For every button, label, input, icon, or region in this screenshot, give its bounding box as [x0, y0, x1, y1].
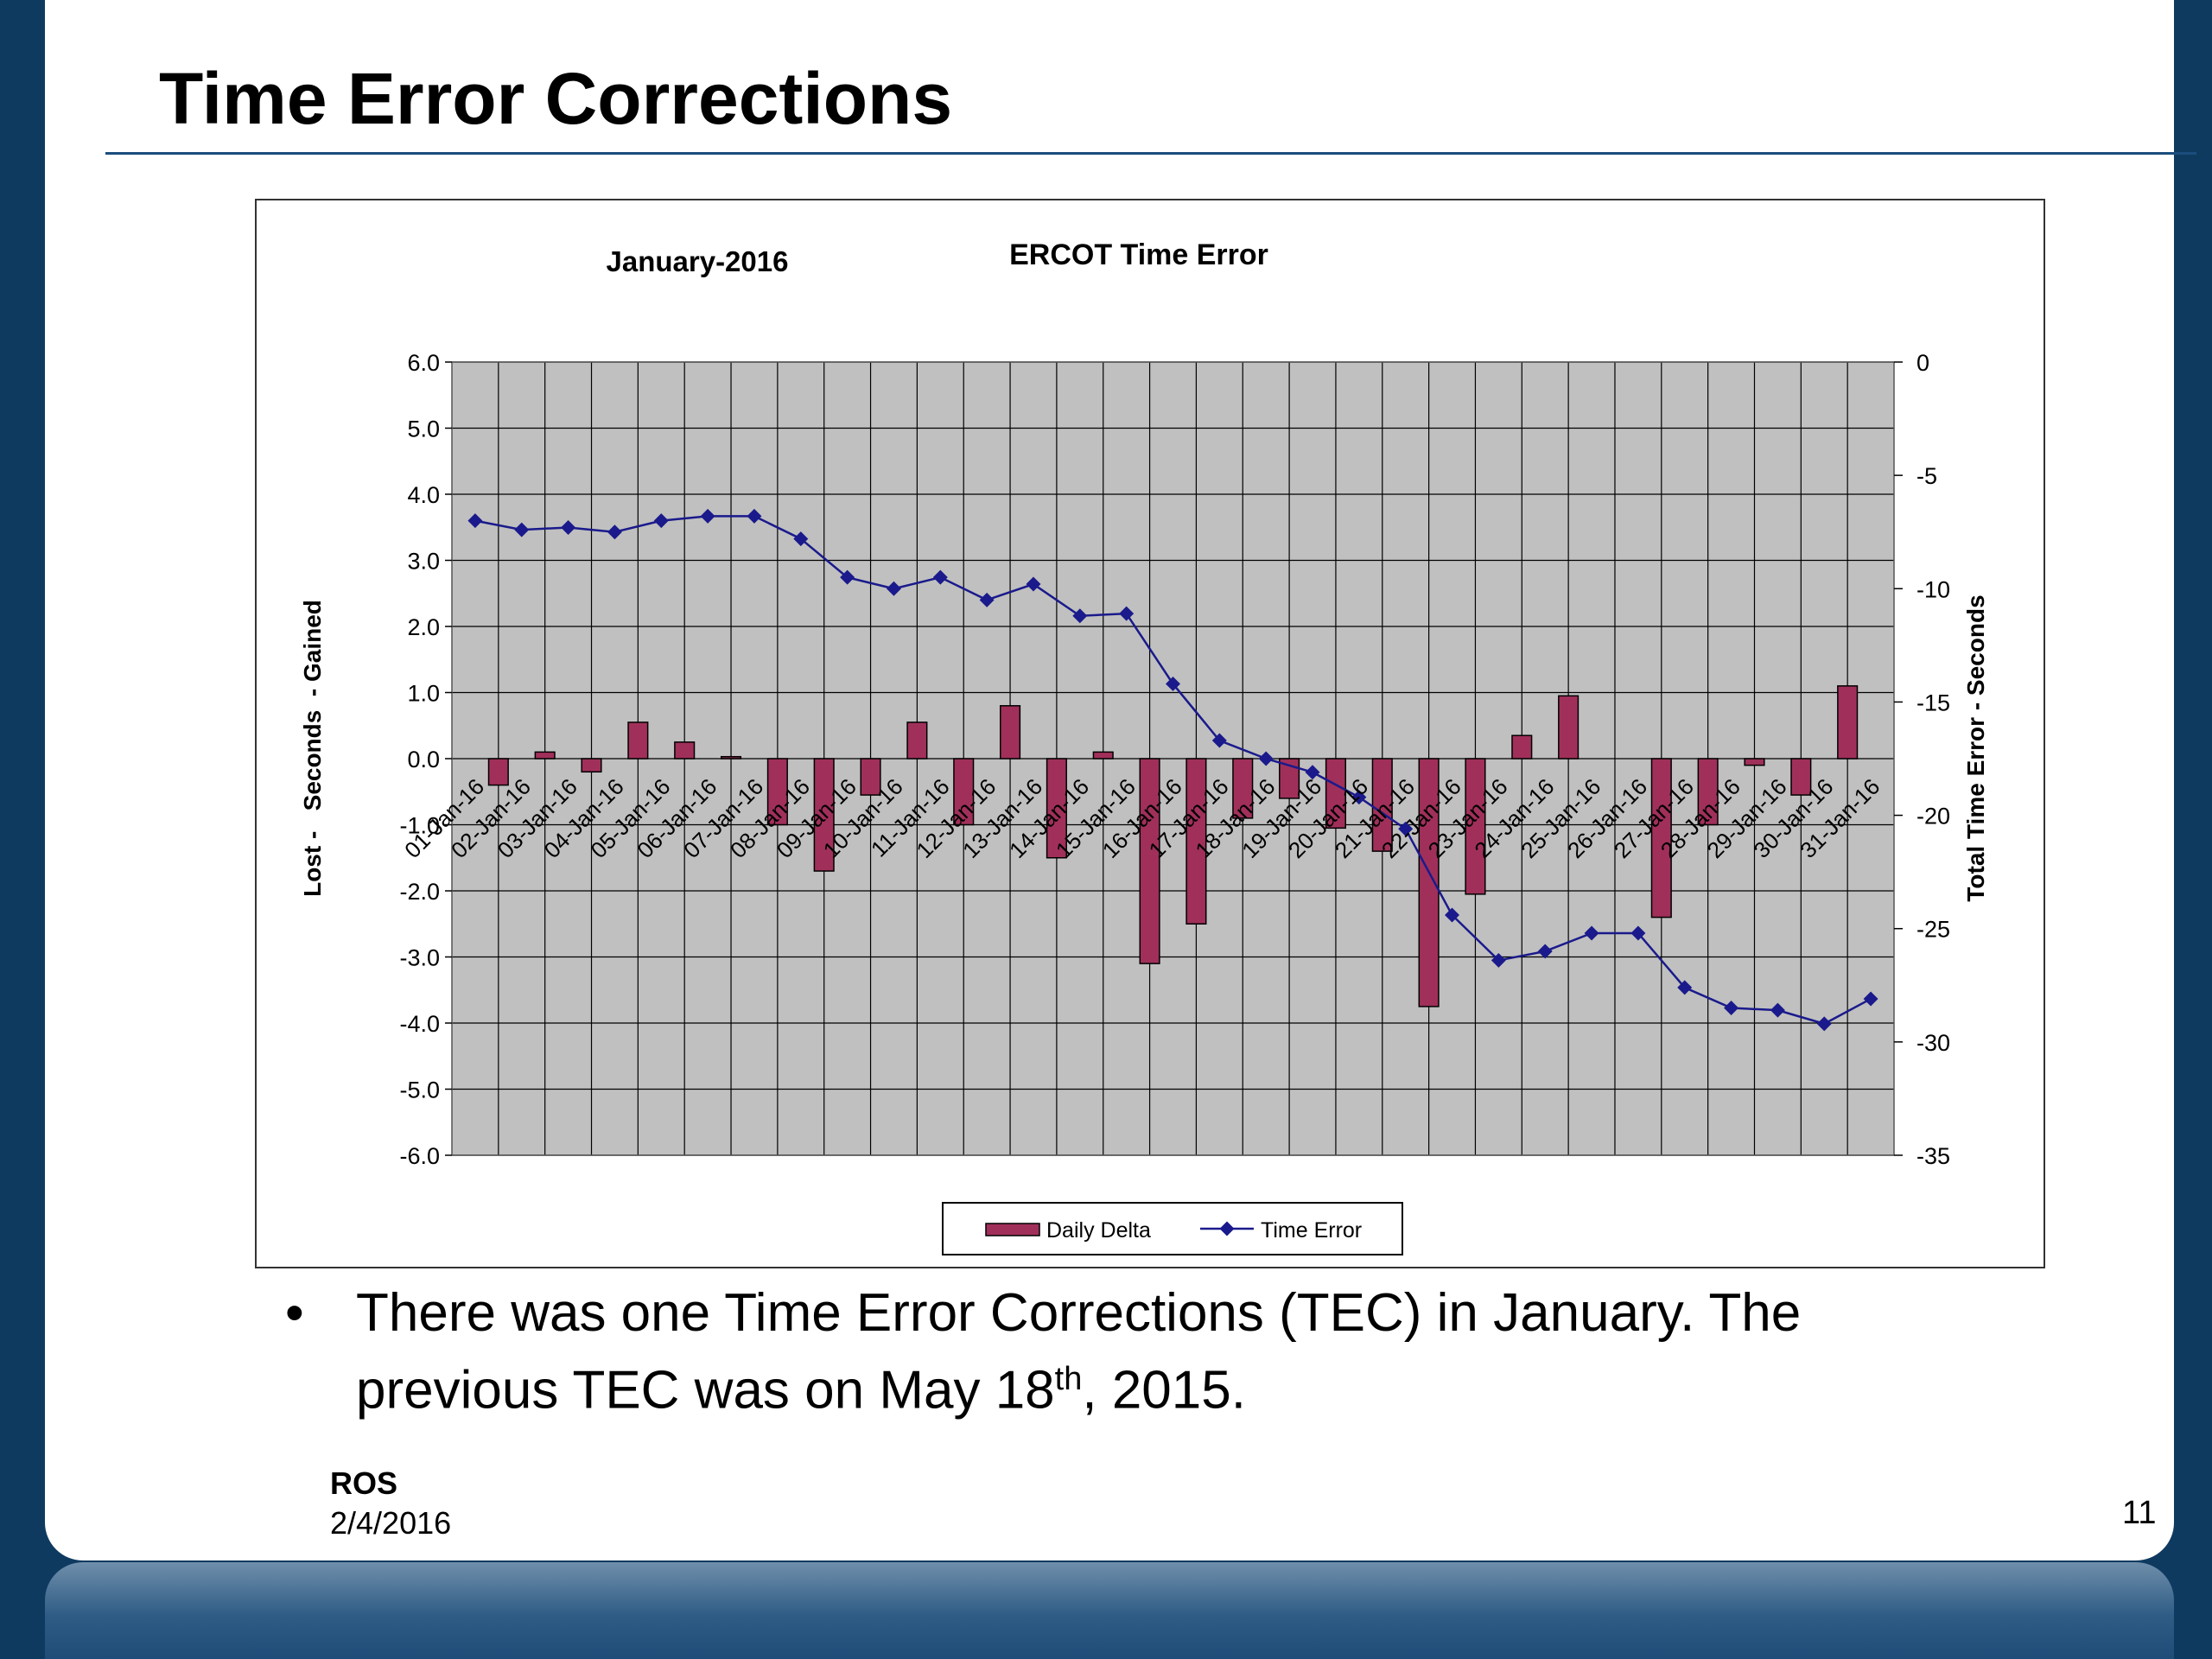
point-time-error [932, 569, 948, 585]
y-tick-label: 3.0 [407, 549, 440, 575]
y2-tick-label: -15 [1916, 690, 1950, 715]
legend-marker-time-error [1219, 1221, 1235, 1236]
bar-daily-delta [1511, 734, 1533, 760]
legend-label-daily-delta: Daily Delta [1046, 1218, 1151, 1243]
footer-organization: ROS [330, 1465, 398, 1501]
point-time-error [886, 581, 901, 596]
point-time-error [840, 569, 855, 585]
point-time-error [607, 524, 622, 540]
bar-daily-delta [1558, 695, 1580, 760]
bar-daily-delta [906, 721, 928, 760]
bottom-decor-bar [45, 1562, 2174, 1659]
bar-daily-delta [1465, 758, 1486, 895]
chart-frame: 6.0 5.0 4.0 3.0 2.0 1.0 0.0 -1.0 -2.0 -3.0 -4.0 -5.… [255, 199, 2045, 1268]
bullet-list: • There was one Time Error Corrections (… [278, 1281, 1920, 1424]
bar-daily-delta [1697, 758, 1719, 826]
y-tick-label: 5.0 [407, 416, 440, 442]
point-time-error [1584, 925, 1599, 941]
bar-daily-delta [1185, 758, 1207, 925]
point-time-error [1211, 733, 1227, 748]
y2-tick-label: 0 [1916, 350, 1929, 376]
y-tick-label: -1.0 [399, 813, 440, 839]
bar-daily-delta [1418, 758, 1440, 1007]
bar-daily-delta [720, 755, 742, 760]
point-time-error [1491, 952, 1506, 968]
title-divider [105, 152, 2196, 155]
y-tick-label: 6.0 [407, 350, 440, 376]
page-number: 11 [2122, 1495, 2157, 1531]
bar-daily-delta [1000, 705, 1021, 760]
y-tick-label: 1.0 [407, 681, 440, 707]
chart-title: ERCOT Time Error [1009, 238, 1268, 271]
point-time-error [1863, 991, 1878, 1007]
bullet-text-end: , 2015. [1082, 1360, 1246, 1421]
point-time-error [747, 508, 762, 524]
y-tick-label: 2.0 [407, 614, 440, 640]
bar-daily-delta [534, 751, 556, 760]
point-time-error [514, 522, 530, 537]
slide-title: Time Error Corrections [159, 58, 953, 139]
bar-daily-delta [1744, 758, 1765, 766]
y-tick-label: -6.0 [399, 1143, 440, 1169]
bar-daily-delta [581, 758, 602, 773]
y-tick-label: 0.0 [407, 747, 440, 772]
bullet-item: • There was one Time Error Corrections (… [278, 1281, 1920, 1424]
bar-daily-delta [1046, 758, 1067, 859]
y2-tick-label: -30 [1916, 1030, 1950, 1056]
bar-daily-delta [953, 758, 975, 826]
bar-daily-delta [1790, 758, 1812, 796]
bar-daily-delta [1325, 758, 1346, 830]
point-time-error [1258, 751, 1274, 766]
bar-daily-delta [860, 758, 881, 796]
point-time-error [1351, 790, 1367, 805]
point-time-error [561, 519, 576, 535]
bullet-dot-icon: • [285, 1283, 304, 1343]
y2-tick-label: -35 [1916, 1143, 1950, 1169]
point-time-error [1630, 925, 1646, 941]
footer-date: 2/4/2016 [330, 1505, 452, 1541]
bar-daily-delta [1837, 685, 1859, 760]
bullet-text: There was one Time Error Corrections (TE… [356, 1283, 1802, 1421]
y-tick-label: -4.0 [399, 1011, 440, 1037]
bar-daily-delta [1232, 758, 1254, 819]
y2-tick-label: -5 [1916, 463, 1937, 489]
y-tick-label: 4.0 [407, 482, 440, 508]
point-time-error [1072, 608, 1088, 624]
bar-daily-delta [487, 758, 509, 786]
chart-subtitle: January-2016 [607, 245, 789, 277]
point-time-error [653, 513, 669, 529]
y-axis-label-left: Lost - Seconds - Gained [299, 600, 326, 897]
point-time-error [1119, 606, 1135, 621]
legend-label-time-error: Time Error [1261, 1218, 1362, 1243]
y-tick-label: -2.0 [399, 879, 440, 905]
chart-legend: Daily Delta Time Error [942, 1202, 1403, 1255]
y-tick-label: -3.0 [399, 945, 440, 971]
point-time-error [1166, 676, 1180, 691]
bar-daily-delta [813, 758, 835, 872]
point-time-error [1305, 765, 1320, 780]
bullet-text-superscript: th [1054, 1361, 1083, 1397]
y-axis-label-right: Total Time Error - Seconds [1962, 594, 1989, 901]
point-time-error [793, 531, 809, 547]
bar-daily-delta [627, 721, 649, 760]
slide-canvas: Time Error Corrections 6.0 5.0 4.0 3.0 2.0 1.… [45, 0, 2196, 1560]
time-error-chart: 6.0 5.0 4.0 3.0 2.0 1.0 0.0 -1.0 -2.0 -3.0 -4.0 -5.… [299, 238, 1989, 1255]
legend-swatch-daily-delta [985, 1223, 1040, 1236]
bar-daily-delta [1139, 758, 1160, 964]
y2-tick-label: -10 [1916, 576, 1950, 602]
point-time-error [700, 508, 715, 524]
y2-tick-label: -20 [1916, 804, 1950, 830]
bar-daily-delta [674, 741, 696, 760]
y-tick-label: -5.0 [399, 1077, 440, 1103]
bar-daily-delta [1279, 758, 1300, 799]
point-time-error [1770, 1002, 1785, 1018]
bar-daily-delta [1650, 758, 1672, 918]
bar-daily-delta [1371, 758, 1393, 852]
point-time-error [1398, 821, 1414, 836]
bar-daily-delta [1092, 751, 1114, 760]
bar-daily-delta [766, 758, 788, 826]
y2-tick-label: -25 [1916, 917, 1950, 943]
